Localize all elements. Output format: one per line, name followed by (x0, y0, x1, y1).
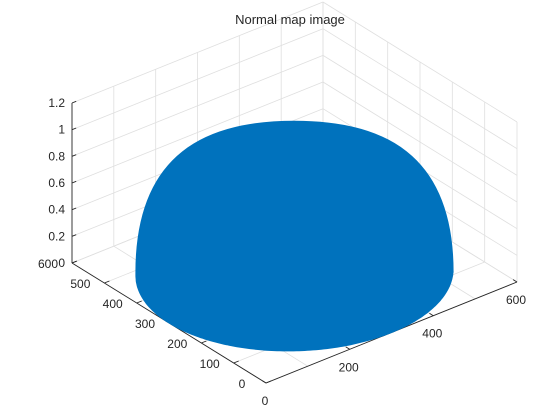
z-tick-mark (72, 261, 76, 263)
y-tick-mark (104, 281, 109, 283)
y-tick-label: 200 (167, 337, 187, 351)
y-tick-mark (201, 341, 206, 343)
z-tick-label: 0.8 (48, 149, 65, 163)
y-tick-label: 500 (70, 277, 90, 291)
y-tick-mark (137, 301, 142, 303)
z-tick-label: 0 (58, 256, 65, 270)
hemisphere-surface (136, 121, 453, 351)
x-tick-label: 200 (339, 360, 359, 374)
y-tick-label: 100 (200, 357, 220, 371)
y-tick-label: 0 (239, 377, 246, 391)
z-tick-mark (72, 101, 76, 103)
x-tick-mark (262, 381, 266, 383)
x-tick-mark (513, 280, 517, 282)
y-tick-mark (234, 361, 239, 363)
x-tick-mark (346, 347, 350, 349)
z-tick-label: 0.4 (48, 203, 65, 217)
z-tick-mark (72, 235, 76, 237)
z-tick-mark (72, 155, 76, 157)
z-tick-mark (72, 208, 76, 210)
z-tick-label: 0.6 (48, 176, 65, 190)
y-tick-mark (266, 381, 271, 383)
z-tick-label: 1 (58, 123, 65, 137)
z-tick-mark (72, 181, 76, 183)
z-tick-mark (72, 128, 76, 130)
x-tick-label: 400 (422, 327, 442, 341)
x-tick-label: 0 (262, 394, 269, 408)
x-tick-label: 600 (506, 293, 526, 307)
y-tick-label: 400 (103, 297, 123, 311)
y-tick-label: 600 (38, 257, 58, 271)
y-tick-label: 300 (135, 317, 155, 331)
x-tick-mark (429, 313, 433, 315)
z-tick-label: 0.2 (48, 229, 65, 243)
chart-title: Normal map image (235, 12, 345, 27)
z-tick-label: 1.2 (48, 96, 65, 110)
